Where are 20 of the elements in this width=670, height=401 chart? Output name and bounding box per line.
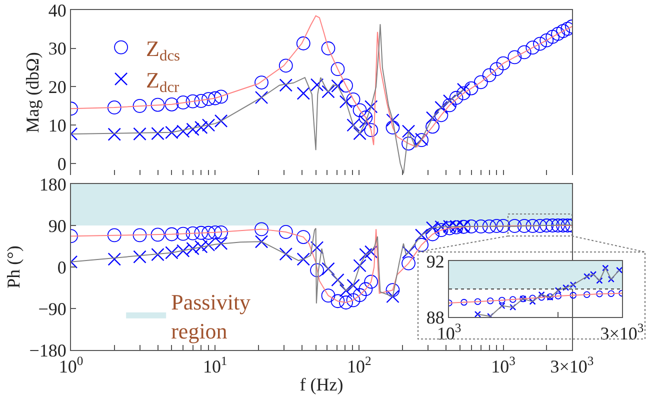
x-tick-label: 10$^{3}$ [491,354,516,377]
y-tick-label: 90 [48,216,66,236]
y-tick-label: 10 [48,115,66,136]
y-axis-title: Ph (°) [3,246,24,288]
x-tick-label: 3×10$^{3}$ [550,354,594,377]
y-tick-label: 0 [57,154,66,174]
x-axis-title: f (Hz) [300,374,344,395]
y-tick-label: 0 [57,257,66,278]
y-tick-label: 40 [48,0,66,20]
y-axis-title: Mag (dbΩ) [22,52,43,133]
y-tick-label: 92 [426,251,444,272]
y-tick-label: 180 [39,174,66,194]
legend-label: Passivity region [171,290,251,344]
y-tick-label: −90 [38,298,66,319]
legend-label: Z$_{dcr}$ [146,67,180,96]
x-tick-label: 10$^{1}$ [202,354,228,377]
y-tick-label: 30 [48,38,66,59]
y-tick-label: 20 [48,77,66,98]
x-tick-label: 10$^{2}$ [347,354,372,377]
legend-label: Z$_{dcs}$ [146,36,180,64]
